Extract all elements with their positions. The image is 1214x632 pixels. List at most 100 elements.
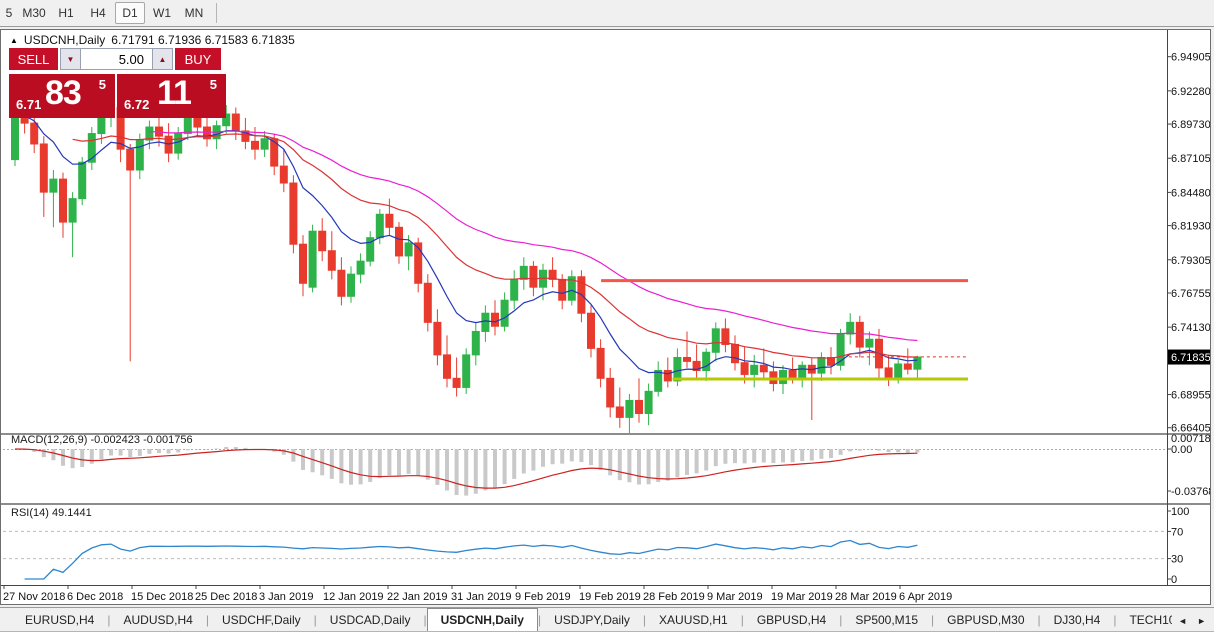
macd-histogram-bar <box>713 449 718 467</box>
macd-histogram-bar <box>915 449 920 453</box>
macd-histogram-bar <box>886 449 891 453</box>
candle-body <box>855 321 864 348</box>
macd-histogram-bar <box>521 449 526 474</box>
price-axis-label: 6.92280 <box>1171 86 1210 98</box>
toolbar-separator <box>216 3 217 23</box>
chart-tab-usdcad-daily[interactable]: USDCAD,Daily <box>329 612 411 627</box>
timeframe-button-h4[interactable]: H4 <box>90 6 106 20</box>
chart-tab-sp500-m15[interactable]: SP500,M15 <box>855 612 919 627</box>
macd-histogram-bar <box>877 449 881 451</box>
candle-body <box>193 117 202 128</box>
buy-button[interactable]: BUY <box>175 48 221 70</box>
tab-separator: | <box>423 612 427 627</box>
timeframe-button-w1[interactable]: W1 <box>153 6 171 20</box>
macd-histogram-bar <box>502 449 507 485</box>
candle-body <box>702 351 711 372</box>
date-axis-label: 22 Jan 2019 <box>387 591 448 603</box>
candle-body <box>529 265 538 288</box>
macd-histogram-bar <box>819 449 824 459</box>
macd-label: MACD(12,26,9) -0.002423 -0.001756 <box>11 434 193 446</box>
chart-tab-gbpusd-m30[interactable]: GBPUSD,M30 <box>947 612 1025 627</box>
macd-histogram-bar <box>435 449 440 485</box>
current-price-tag <box>1168 349 1210 365</box>
tab-separator: | <box>839 612 843 627</box>
candle-body <box>68 198 77 223</box>
pane-separator[interactable] <box>1 433 1210 435</box>
sell-button[interactable]: SELL <box>9 48 58 70</box>
tab-scroll-left-icon[interactable]: ◄ <box>1178 615 1188 626</box>
timeframe-button-h1[interactable]: H1 <box>58 6 74 20</box>
candle-body <box>913 356 922 370</box>
macd-histogram-bar <box>339 449 344 484</box>
chart-canvas[interactable]: 6.94905 6.92280 6.89730 6.87105 6.84480 6.819… <box>1 30 1210 604</box>
candle-body <box>126 148 135 171</box>
candle-body <box>673 356 682 382</box>
volume-decrease-icon[interactable]: ▼ <box>60 48 81 70</box>
candle-body <box>174 133 183 154</box>
macd-histogram-bar <box>569 449 574 462</box>
tab-separator: | <box>205 612 209 627</box>
chart-tab-eurusd-h4[interactable]: EURUSD,H4 <box>25 612 95 627</box>
chart-tab-usdjpy-daily[interactable]: USDJPY,Daily <box>554 612 630 627</box>
candle-body <box>39 143 48 193</box>
bid-quote[interactable]: 6.71 83 5 <box>9 74 115 118</box>
price-axis-label: 6.74130 <box>1171 322 1210 334</box>
macd-histogram-bar <box>99 449 104 460</box>
candle-body <box>894 363 903 378</box>
candle-body <box>759 364 768 373</box>
candle-body <box>308 230 317 288</box>
macd-histogram-bar <box>387 449 392 476</box>
macd-histogram-bar <box>397 449 401 476</box>
candle-body <box>327 250 336 271</box>
chart-tab-audusd-h4[interactable]: AUDUSD,H4 <box>123 612 193 627</box>
candle-body <box>366 237 375 262</box>
timeframe-button-mn[interactable]: MN <box>184 6 204 20</box>
candle-body <box>337 269 346 297</box>
chart-window[interactable]: 6.94905 6.92280 6.89730 6.87105 6.84480 6.819… <box>0 29 1211 605</box>
macd-values: -0.002423 -0.001756 <box>90 434 193 446</box>
chart-tab-usdcnh-daily[interactable]: USDCNH,Daily <box>426 608 538 631</box>
macd-histogram-bar <box>560 449 565 464</box>
timeframe-button-d1[interactable]: D1 <box>115 2 145 24</box>
candle-body <box>260 138 269 150</box>
macd-histogram-bar <box>704 449 709 471</box>
macd-histogram-bar <box>771 449 776 464</box>
date-axis-label: 6 Apr 2019 <box>899 591 952 603</box>
macd-histogram-bar <box>665 449 670 481</box>
timeframe-button-5[interactable]: 5 <box>5 6 13 20</box>
macd-histogram-bar <box>109 449 113 456</box>
macd-histogram-bar <box>147 449 152 454</box>
chart-tab-gbpusd-h4[interactable]: GBPUSD,H4 <box>756 612 827 627</box>
timeframe-button-m30[interactable]: M30 <box>22 6 46 20</box>
volume-increase-icon[interactable]: ▲ <box>152 48 173 70</box>
volume-input[interactable] <box>81 48 152 70</box>
chart-tab-usdchf-daily[interactable]: USDCHF,Daily <box>221 612 301 627</box>
candle-body <box>721 328 730 345</box>
ask-quote[interactable]: 6.72 11 5 <box>117 74 226 118</box>
date-axis-label: 19 Feb 2019 <box>579 591 641 603</box>
macd-histogram-bar <box>454 449 459 496</box>
trade-panel: SELL ▼ ▲ BUY 6.71 83 5 6.72 11 5 <box>9 48 226 118</box>
candle-body <box>145 126 154 141</box>
date-axis-label: 31 Jan 2019 <box>451 591 512 603</box>
macd-histogram-bar <box>301 449 305 470</box>
trade-panel-quotes: 6.71 83 5 6.72 11 5 <box>9 74 226 118</box>
tab-separator: | <box>107 612 111 627</box>
collapse-icon[interactable]: ▲ <box>10 35 18 45</box>
date-axis-label: 28 Mar 2019 <box>835 591 897 603</box>
candle-body <box>164 135 173 154</box>
pane-separator[interactable] <box>1 503 1210 505</box>
macd-histogram-bar <box>656 449 661 483</box>
tab-scroll-right-icon[interactable]: ► <box>1197 615 1206 626</box>
chart-tab-dj30-h4[interactable]: DJ30,H4 <box>1053 612 1101 627</box>
price-axis-label: 6.76755 <box>1171 288 1210 300</box>
tab-separator: | <box>313 612 317 627</box>
candle-body <box>491 312 499 327</box>
candle-body <box>299 243 307 284</box>
tab-separator: | <box>740 612 744 627</box>
date-axis-label: 6 Dec 2018 <box>67 591 123 603</box>
bid-price-prefix: 6.71 <box>16 97 42 112</box>
chart-tab-xauusd-h1[interactable]: XAUUSD,H1 <box>659 612 728 627</box>
candle-body <box>625 399 634 418</box>
candle-body <box>481 312 490 332</box>
